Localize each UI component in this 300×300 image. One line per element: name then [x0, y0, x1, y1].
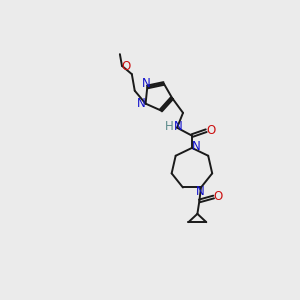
Text: N: N: [192, 140, 201, 153]
Text: O: O: [122, 60, 131, 73]
Text: N: N: [196, 185, 204, 198]
Text: N: N: [142, 77, 151, 90]
Text: H: H: [165, 120, 174, 133]
Text: N: N: [174, 120, 183, 133]
Text: N: N: [137, 97, 146, 110]
Text: O: O: [213, 190, 223, 203]
Text: O: O: [206, 124, 215, 137]
